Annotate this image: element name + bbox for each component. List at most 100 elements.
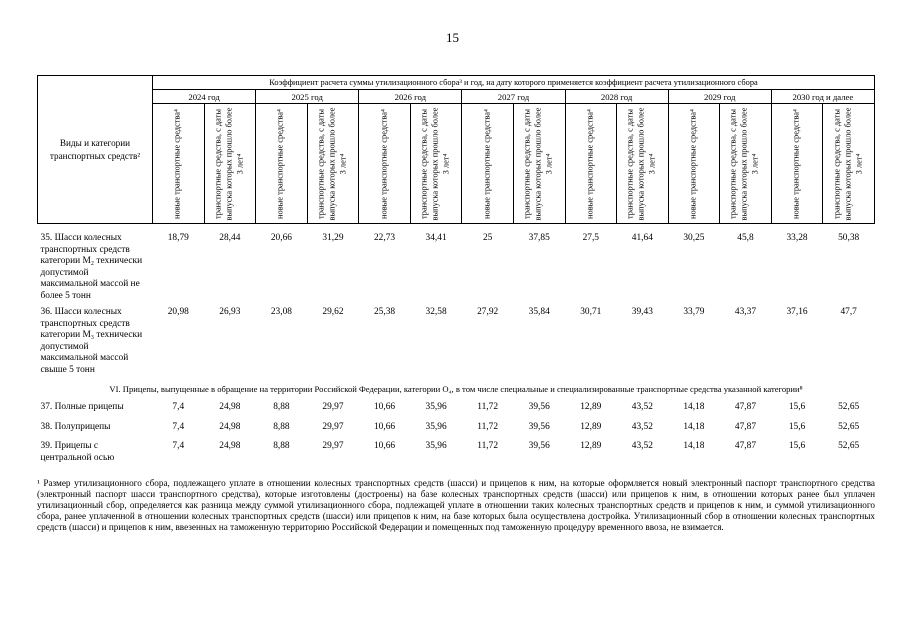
coefficient-cell: 29,97 bbox=[322, 402, 344, 412]
column-header-new-vehicles: новые транспортные средства⁴ bbox=[667, 103, 721, 224]
coefficient-cell: 20,98 bbox=[167, 307, 189, 317]
coefficient-cell: 12,89 bbox=[580, 421, 602, 432]
coefficient-cell: 43,52 bbox=[631, 421, 653, 432]
coefficient-cell: 39,56 bbox=[528, 441, 550, 451]
column-header-new-vehicles: новые транспортные средства⁴ bbox=[152, 103, 205, 224]
year-header-2029: 2029 год bbox=[667, 89, 772, 104]
coefficient-cell: 11,72 bbox=[477, 421, 499, 432]
coefficient-cell: 10,66 bbox=[373, 441, 396, 451]
coefficient-cell: 47,87 bbox=[734, 421, 757, 432]
coefficient-cell: 27,5 bbox=[582, 233, 599, 243]
coefficient-cell: 10,66 bbox=[373, 402, 396, 412]
coefficient-cell: 30,71 bbox=[580, 307, 602, 317]
coefficient-cell: 37,16 bbox=[786, 307, 808, 317]
coefficient-cell: 32,58 bbox=[425, 307, 447, 317]
table-row-37: 37. Полные прицепы 7,4 24,98 8,88 29,97 … bbox=[38, 400, 875, 422]
year-header-2026: 2026 год bbox=[358, 89, 463, 104]
coefficient-cell: 27,92 bbox=[477, 307, 499, 317]
coefficient-cell: 35,96 bbox=[425, 421, 447, 432]
column-header-used-vehicles: транспортные средства, с даты выпуска ко… bbox=[822, 103, 875, 224]
year-header-row: 2024 год 2025 год 2026 год 2027 год 2028… bbox=[38, 89, 876, 104]
column-header-used-vehicles: транспортные средства, с даты выпуска ко… bbox=[512, 103, 566, 224]
coefficient-cell: 14,18 bbox=[683, 402, 705, 412]
column-header-used-vehicles: транспортные средства, с даты выпуска ко… bbox=[409, 103, 463, 224]
coefficient-cell: 45,8 bbox=[737, 233, 754, 243]
column-header-used-vehicles: транспортные средства, с даты выпуска ко… bbox=[306, 103, 360, 224]
coefficient-cell: 34,41 bbox=[425, 233, 447, 243]
coefficient-cell: 52,65 bbox=[838, 441, 860, 451]
row-label: 39. Прицепы с центральной осью bbox=[40, 441, 115, 463]
coefficient-cell: 37,85 bbox=[528, 233, 550, 243]
coefficient-cell: 33,79 bbox=[683, 307, 705, 317]
coefficient-cell: 11,72 bbox=[477, 402, 499, 412]
column-header-used-vehicles: транспортные средства, с даты выпуска ко… bbox=[719, 103, 772, 224]
table-row-36: 36. Шасси колесных транспортных средств … bbox=[38, 302, 875, 376]
coefficient-cell: 15,6 bbox=[788, 421, 806, 432]
vehicle-category-header: Виды и категории транспортных средств² bbox=[37, 75, 153, 224]
page-number: 15 bbox=[446, 30, 459, 45]
coefficient-cell: 47,87 bbox=[734, 441, 757, 451]
coefficient-cell: 10,66 bbox=[373, 421, 396, 432]
coefficient-cell: 47,87 bbox=[734, 402, 757, 412]
coefficient-cell: 33,28 bbox=[786, 233, 808, 243]
coefficient-cell: 29,97 bbox=[322, 421, 344, 432]
year-header-2028: 2028 год bbox=[564, 89, 669, 104]
coefficient-cell: 18,79 bbox=[167, 233, 189, 243]
coefficient-cell: 23,08 bbox=[270, 307, 292, 317]
coefficient-cell: 43,52 bbox=[631, 441, 653, 451]
coefficient-cell: 24,98 bbox=[219, 421, 241, 432]
year-header-2025: 2025 год bbox=[255, 89, 360, 104]
coefficient-cell: 25 bbox=[482, 233, 493, 243]
coefficient-cell: 43,37 bbox=[734, 307, 757, 317]
coefficient-cell: 35,96 bbox=[425, 402, 447, 412]
coefficient-cell: 52,65 bbox=[838, 421, 860, 432]
coefficient-cell: 20,66 bbox=[270, 233, 292, 243]
table-header: Виды и категории транспортных средств² К… bbox=[37, 75, 876, 224]
column-header-used-vehicles: транспортные средства, с даты выпуска ко… bbox=[616, 103, 669, 224]
table-row-39: 39. Прицепы с центральной осью 7,4 24,98… bbox=[38, 441, 875, 466]
year-header-2024: 2024 год bbox=[151, 89, 257, 104]
coefficient-cell: 24,98 bbox=[219, 441, 241, 451]
coefficient-cell: 29,62 bbox=[322, 307, 344, 317]
section-vi-header: VI. Прицепы, выпущенные в обращение на т… bbox=[109, 384, 803, 394]
section-vi-header-row: VI. Прицепы, выпущенные в обращение на т… bbox=[38, 376, 875, 400]
coefficient-cell: 7,4 bbox=[172, 441, 185, 451]
coefficient-cell: 26,93 bbox=[219, 307, 241, 317]
coefficients-table: Виды и категории транспортных средств² К… bbox=[37, 75, 876, 466]
table-row-38: 38. Полуприцепы 7,4 24,98 8,88 29,97 10,… bbox=[38, 422, 875, 442]
year-header-2030: 2030 год и далее bbox=[770, 89, 876, 104]
coefficient-cell: 14,18 bbox=[683, 441, 705, 451]
column-header-new-vehicles: новые транспортные средства⁴ bbox=[770, 103, 824, 224]
row-label: 35. Шасси колесных транспортных средств … bbox=[40, 233, 143, 301]
coefficient-cell: 39,56 bbox=[528, 421, 550, 432]
coefficient-cell: 31,29 bbox=[322, 233, 344, 243]
coefficient-cell: 28,44 bbox=[219, 233, 241, 243]
coefficient-cell: 7,4 bbox=[172, 421, 185, 432]
year-header-2027: 2027 год bbox=[461, 89, 566, 104]
coefficient-cell: 8,88 bbox=[273, 421, 290, 432]
column-header-row: новые транспортные средства⁴ транспортны… bbox=[38, 103, 875, 224]
coefficient-cell: 39,56 bbox=[528, 402, 550, 412]
coefficient-cell: 39,43 bbox=[631, 307, 653, 317]
coefficient-cell: 22,73 bbox=[373, 233, 396, 243]
footnote-1: ¹ Размер утилизационного сбора, подлежащ… bbox=[37, 478, 875, 532]
coefficient-cell: 24,98 bbox=[219, 402, 241, 412]
coefficient-cell: 14,18 bbox=[683, 421, 705, 432]
coefficient-cell: 35,96 bbox=[425, 441, 447, 451]
column-header-new-vehicles: новые транспортные средства⁴ bbox=[461, 103, 514, 224]
coefficient-cell: 11,72 bbox=[477, 441, 499, 451]
column-header-new-vehicles: новые транспортные средства⁴ bbox=[564, 103, 618, 224]
coefficient-cell: 30,25 bbox=[683, 233, 705, 243]
coefficient-cell: 8,88 bbox=[273, 441, 290, 451]
coefficient-cell: 12,89 bbox=[580, 402, 602, 412]
column-header-used-vehicles: транспортные средства, с даты выпуска ко… bbox=[203, 103, 257, 224]
column-header-new-vehicles: новые транспортные средства⁴ bbox=[255, 103, 308, 224]
coefficient-cell: 47,7 bbox=[840, 307, 857, 317]
row-label: 38. Полуприцепы bbox=[40, 421, 111, 432]
coefficient-cell: 15,6 bbox=[788, 402, 806, 412]
coefficient-cell: 52,65 bbox=[838, 402, 860, 412]
row-label: 37. Полные прицепы bbox=[40, 402, 124, 412]
coefficient-cell: 41,64 bbox=[631, 233, 653, 243]
coefficient-cell: 43,52 bbox=[631, 402, 653, 412]
